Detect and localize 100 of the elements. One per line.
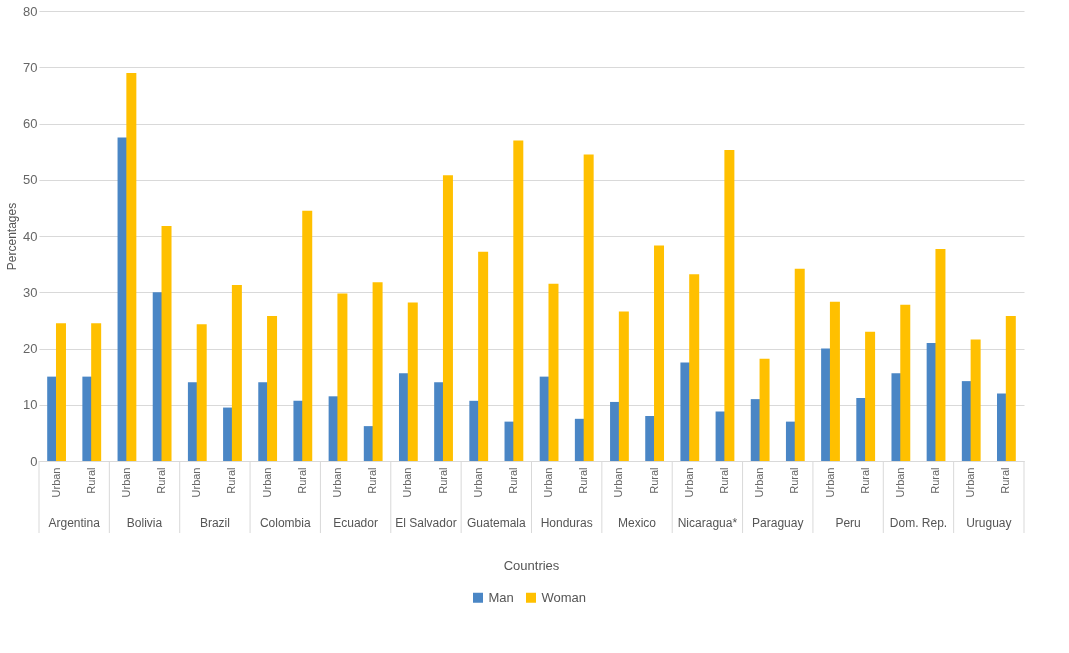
bar: [865, 331, 876, 461]
text: Guatemala: [466, 516, 526, 530]
x-tick-label: Urban: [823, 467, 836, 498]
text: Uruguay: [966, 516, 1012, 530]
bar: [302, 210, 313, 461]
x-axis-title: Countries: [503, 558, 560, 573]
text: Bolivia: [126, 516, 163, 530]
y-axis-title: Percentages: [5, 202, 20, 271]
x-tick-label: Urban: [49, 467, 62, 498]
bar: [935, 248, 946, 461]
bar: [187, 382, 198, 461]
x-tick-label: Urban: [753, 467, 766, 498]
bar: [407, 302, 418, 461]
bar: [398, 373, 409, 461]
text: Brazil: [199, 516, 230, 530]
x-tick-label: Rural: [225, 467, 238, 494]
text: Dom. Rep.: [889, 516, 948, 530]
bar: [618, 311, 629, 461]
x-tick-label: Urban: [893, 467, 906, 498]
bar: [750, 399, 761, 461]
text: El Salvador: [395, 516, 457, 530]
bar: [267, 315, 278, 461]
text: Colombia: [259, 516, 311, 530]
x-tick-label: Urban: [964, 467, 977, 498]
x-tick-label: Urban: [682, 467, 695, 498]
bar: [574, 418, 585, 461]
x-tick-label: Urban: [190, 467, 203, 498]
x-tick-label: Rural: [647, 467, 660, 494]
bar: [891, 373, 902, 461]
y-tick-label: 30: [23, 284, 38, 300]
x-tick-label: Rural: [84, 467, 97, 494]
x-tick-label: Urban: [471, 467, 484, 498]
bar: [970, 339, 981, 461]
bar: [469, 400, 480, 461]
bar: [724, 149, 735, 461]
text: Peru: [835, 516, 861, 530]
x-tick-label: Rural: [788, 467, 801, 494]
bar: [91, 323, 102, 461]
x-tick-label: Urban: [331, 467, 344, 498]
legend-label: Man: [488, 589, 514, 605]
bar: [856, 398, 867, 461]
x-tick-label: Urban: [542, 467, 555, 498]
text: Ecuador: [333, 516, 378, 530]
y-tick-label: 50: [23, 172, 38, 188]
bar: [126, 72, 137, 461]
y-tick-label: 80: [23, 3, 38, 19]
y-tick-label: 40: [23, 228, 38, 244]
y-tick-label: 0: [30, 453, 38, 469]
bar: [152, 292, 163, 461]
bar: [759, 358, 770, 461]
y-tick-label: 60: [23, 116, 38, 131]
legend-label: Woman: [541, 589, 587, 605]
x-tick-label: Rural: [577, 467, 590, 494]
bar: [900, 304, 911, 461]
y-tick-label: 70: [23, 59, 38, 75]
bar: [231, 284, 242, 461]
x-tick-label: Urban: [119, 467, 132, 498]
x-tick-label: Urban: [612, 467, 625, 498]
x-tick-label: Rural: [366, 467, 379, 494]
x-tick-label: Rural: [155, 467, 168, 494]
bar: [196, 324, 207, 461]
x-tick-label: Urban: [401, 467, 414, 498]
bar: [829, 301, 840, 461]
bar: [47, 376, 58, 461]
bar: [654, 245, 665, 461]
x-tick-label: Rural: [717, 467, 730, 494]
bar: [434, 382, 445, 461]
bar: [645, 416, 656, 461]
bar: [961, 381, 972, 461]
bar: [610, 401, 621, 461]
x-tick-label: Rural: [436, 467, 449, 494]
text: Honduras: [540, 516, 593, 530]
bar: [513, 140, 524, 461]
bar: [442, 175, 453, 461]
text: Paraguay: [752, 516, 804, 530]
text: Mexico: [618, 516, 657, 530]
bar: [548, 283, 559, 461]
bar: [821, 348, 832, 461]
bar: [1005, 315, 1016, 461]
y-tick-label: 10: [23, 397, 38, 413]
y-tick-label: 20: [23, 341, 38, 356]
bar: [583, 154, 594, 461]
x-tick-label: Urban: [260, 467, 273, 498]
bar: [258, 382, 269, 461]
text: Nicaragua*: [677, 516, 738, 530]
x-tick-label: Rural: [295, 467, 308, 494]
x-tick-label: Rural: [929, 467, 942, 494]
x-tick-label: Rural: [999, 467, 1012, 494]
bar: [55, 323, 66, 461]
text: Argentina: [48, 516, 101, 530]
bar: [161, 225, 172, 461]
x-tick-label: Rural: [858, 467, 871, 494]
bar: [293, 400, 304, 461]
bar: [689, 274, 700, 461]
x-tick-label: Rural: [506, 467, 519, 494]
bar: [372, 282, 383, 461]
bar: [478, 251, 489, 461]
bar: [794, 268, 805, 461]
bar: [337, 293, 348, 461]
bar: [82, 376, 93, 461]
